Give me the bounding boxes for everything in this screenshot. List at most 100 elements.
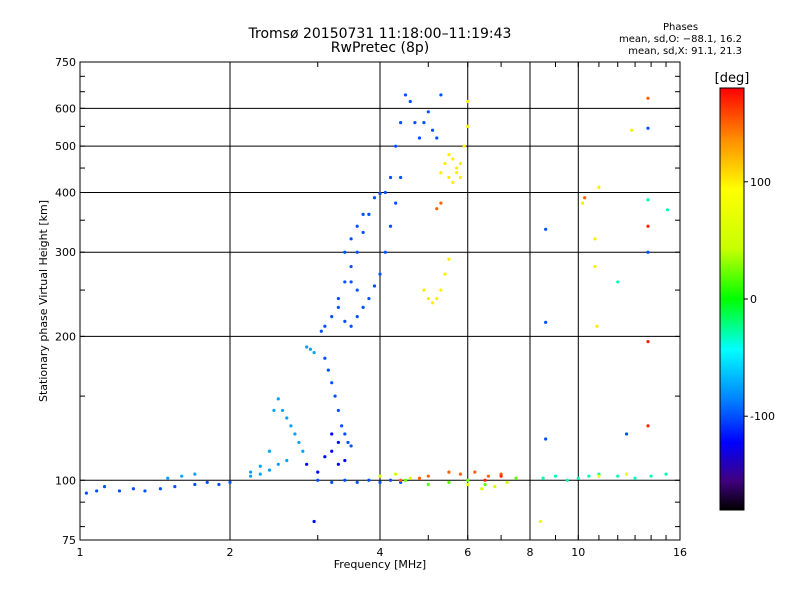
data-point [394, 144, 398, 148]
y-tick-label: 200 [55, 330, 76, 343]
data-point [493, 485, 497, 489]
data-point [597, 474, 601, 478]
y-tick-label: 400 [55, 186, 76, 199]
data-point [624, 472, 629, 476]
data-point [587, 474, 591, 478]
data-point [330, 315, 334, 319]
data-point [624, 432, 629, 436]
data-point [633, 476, 637, 480]
data-point [272, 408, 276, 413]
data-point [276, 397, 280, 401]
data-point [349, 237, 353, 241]
data-point [466, 478, 470, 482]
data-point [316, 470, 320, 474]
data-point [258, 464, 262, 468]
stats-line-x: mean, sd,X: 91.1, 21.3 [628, 46, 742, 57]
data-point [458, 161, 463, 166]
data-point [249, 470, 253, 474]
data-point [267, 468, 272, 472]
data-point [289, 424, 293, 428]
data-point [330, 432, 334, 436]
data-point [367, 478, 371, 482]
data-point [343, 280, 347, 284]
data-point [383, 250, 387, 254]
x-tick-label: 8 [527, 546, 534, 559]
colorbar-tick-label: 100 [750, 176, 771, 189]
data-point [326, 368, 330, 372]
data-point [399, 478, 403, 482]
data-point [426, 474, 430, 478]
y-tick-label: 100 [55, 474, 76, 487]
data-point [180, 474, 184, 478]
data-point [417, 136, 422, 140]
data-point [378, 272, 382, 276]
data-point [388, 175, 393, 180]
data-point [580, 201, 585, 205]
data-point [330, 480, 334, 484]
data-point [361, 230, 365, 235]
data-point [378, 480, 382, 484]
data-point [346, 440, 350, 445]
axes-layer [79, 61, 681, 541]
data-point [173, 485, 177, 489]
data-point [646, 424, 650, 428]
data-point [426, 110, 430, 114]
data-point [336, 305, 340, 309]
data-point [447, 480, 451, 484]
data-point [593, 237, 597, 241]
data-point [462, 144, 466, 148]
colorbar-gradient [719, 87, 745, 511]
data-point [565, 478, 569, 482]
data-point [403, 93, 408, 97]
chart-subtitle: RwPretec (8p) [330, 40, 430, 56]
labels-layer: 1 2 4 6 8 10 16 75 100 200 300 400 500 600 750 Frequenc… [37, 56, 687, 571]
data-point [323, 356, 327, 360]
data-point [451, 180, 455, 184]
data-point [336, 408, 340, 413]
data-point [378, 474, 382, 478]
data-point [143, 489, 147, 493]
data-point [276, 462, 280, 466]
data-point [193, 472, 197, 476]
data-point [646, 250, 650, 254]
data-point [312, 519, 316, 524]
data-point [349, 280, 353, 284]
data-point [280, 408, 285, 413]
data-point [435, 296, 439, 301]
data-point [630, 128, 634, 132]
data-point [388, 224, 393, 228]
chart-title: Tromsø 20150731 11:18:00–11:19:43 [248, 26, 512, 42]
data-point [102, 485, 107, 489]
data-point [426, 482, 430, 487]
data-point [343, 432, 347, 436]
data-point [447, 470, 451, 474]
data-point [343, 319, 347, 323]
x-tick-label: 10 [571, 546, 585, 559]
data-point [435, 136, 439, 140]
scatter-points [84, 93, 670, 524]
data-point [131, 487, 136, 491]
plot-frame [79, 61, 681, 541]
colorbar: [deg] 100 0 -100 [715, 71, 775, 511]
data-point [394, 472, 398, 476]
data-point [361, 305, 365, 309]
data-point [593, 264, 597, 269]
data-point [323, 324, 327, 328]
data-point [293, 432, 297, 436]
data-point [505, 480, 509, 484]
data-point [285, 416, 289, 420]
data-point [319, 329, 323, 333]
data-point [413, 121, 417, 125]
data-point [408, 99, 412, 104]
data-point [367, 212, 371, 216]
data-point [355, 315, 359, 319]
data-point [426, 296, 430, 301]
data-point [228, 480, 232, 484]
data-point [399, 175, 403, 180]
data-point [544, 320, 548, 324]
data-point [193, 482, 197, 487]
data-point [430, 128, 435, 132]
data-point [646, 198, 650, 202]
data-point [466, 482, 470, 487]
data-point [458, 472, 463, 476]
